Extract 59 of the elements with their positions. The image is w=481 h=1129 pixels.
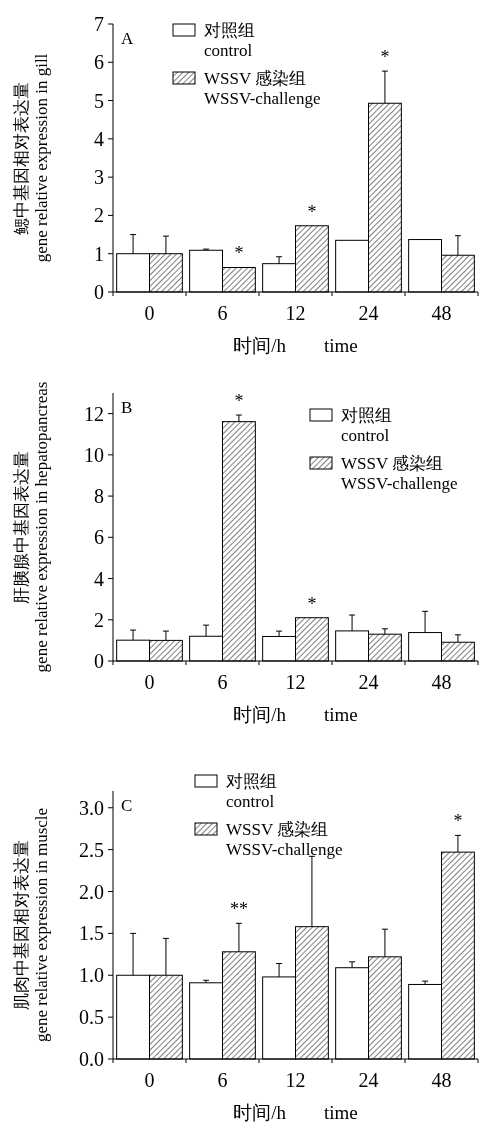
x-tick-label: 0 bbox=[144, 302, 155, 324]
x-tick-label: 12 bbox=[285, 302, 306, 324]
y-axis-title: 肝胰腺中基因表达量 gene relative expression in hepatopancreas bbox=[12, 381, 51, 673]
x-tick-label: 48 bbox=[431, 302, 452, 324]
x-tick-label: 0 bbox=[144, 671, 155, 693]
legend-label: 对照组 control bbox=[226, 772, 277, 811]
y-tick-label: 1.0 bbox=[79, 964, 104, 987]
y-tick-label: 0 bbox=[94, 650, 104, 672]
chart-title: B bbox=[121, 398, 133, 417]
y-tick-label: 0.5 bbox=[79, 1006, 104, 1029]
x-tick-label: 6 bbox=[217, 1069, 228, 1091]
y-tick-label: 1 bbox=[94, 242, 104, 265]
y-axis-title: 肌肉中基因相对表达量 gene relative expression in muscle bbox=[12, 807, 51, 1043]
annotation: * bbox=[380, 47, 390, 68]
legend-label: WSSV 感染组 WSSV-challenge bbox=[226, 820, 343, 859]
y-tick-label: 2.0 bbox=[79, 880, 104, 903]
y-tick-label: 10 bbox=[84, 443, 104, 466]
y-tick-label: 2 bbox=[94, 608, 104, 631]
x-tick-label: 12 bbox=[285, 671, 306, 693]
x-tick-label: 48 bbox=[431, 671, 452, 693]
y-tick-label: 4 bbox=[94, 567, 104, 590]
x-tick-label: 24 bbox=[358, 671, 379, 693]
y-tick-label: 4 bbox=[94, 127, 104, 150]
y-tick-label: 0.0 bbox=[79, 1048, 104, 1070]
y-tick-label: 2 bbox=[94, 204, 104, 227]
annotation: * bbox=[307, 593, 317, 614]
x-tick-label: 6 bbox=[217, 302, 228, 324]
y-axis-title: 鳃中基因相对表达量 gene relative expression in gill bbox=[12, 53, 51, 263]
y-tick-label: 3 bbox=[94, 166, 104, 189]
chart-title: A bbox=[121, 29, 134, 48]
x-tick-label: 6 bbox=[217, 671, 228, 693]
x-axis-title: 时间/h time bbox=[233, 1102, 358, 1123]
y-tick-label: 8 bbox=[94, 485, 104, 508]
annotation: * bbox=[234, 243, 244, 264]
y-tick-label: 5 bbox=[94, 89, 104, 112]
x-axis-title: 时间/h time bbox=[233, 335, 358, 356]
x-tick-label: 48 bbox=[431, 1069, 452, 1091]
y-tick-label: 12 bbox=[84, 402, 104, 425]
y-tick-label: 7 bbox=[94, 13, 104, 35]
y-tick-label: 6 bbox=[94, 51, 104, 74]
x-axis-title: 时间/h time bbox=[233, 704, 358, 725]
y-tick-label: 2.5 bbox=[79, 838, 104, 861]
annotation: * bbox=[307, 201, 317, 222]
chart-title: C bbox=[121, 796, 133, 815]
legend-label: WSSV 感染组 WSSV-challenge bbox=[204, 69, 321, 108]
x-tick-label: 24 bbox=[358, 1069, 379, 1091]
y-tick-label: 3.0 bbox=[79, 796, 104, 819]
annotation: ** bbox=[229, 899, 248, 920]
x-tick-label: 0 bbox=[144, 1069, 155, 1091]
legend-label: 对照组 control bbox=[341, 406, 392, 445]
annotation: * bbox=[234, 391, 244, 412]
y-tick-label: 6 bbox=[94, 526, 104, 549]
y-tick-label: 1.5 bbox=[79, 922, 104, 945]
x-tick-label: 12 bbox=[285, 1069, 306, 1091]
legend-label: 对照组 control bbox=[204, 21, 255, 60]
annotation: * bbox=[453, 811, 463, 832]
legend-label: WSSV 感染组 WSSV-challenge bbox=[341, 454, 458, 493]
y-tick-label: 0 bbox=[94, 281, 104, 303]
x-tick-label: 24 bbox=[358, 302, 379, 324]
